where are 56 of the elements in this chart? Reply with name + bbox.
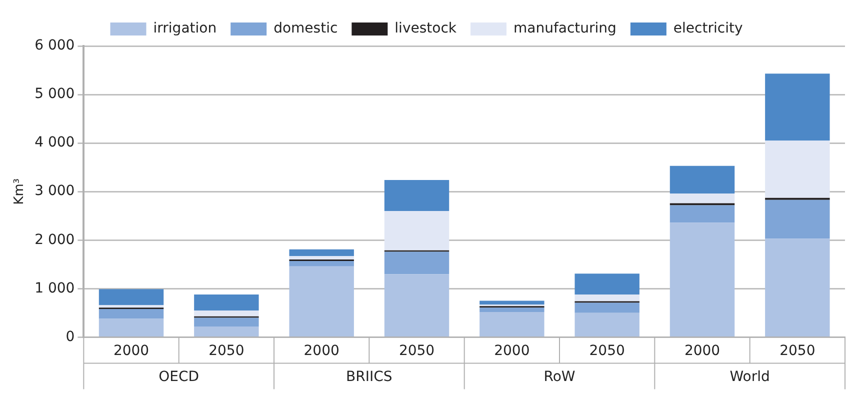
text: RoW <box>544 368 576 385</box>
legend-label: manufacturing <box>513 20 616 37</box>
bar <box>765 140 830 198</box>
bar <box>98 305 164 308</box>
text: World <box>730 368 770 385</box>
bar <box>98 318 164 336</box>
bar <box>194 326 259 336</box>
bar <box>670 166 735 194</box>
text: BRIICS <box>346 368 392 385</box>
bar <box>194 318 259 327</box>
y-axis-title: Km³ <box>12 178 28 205</box>
bar <box>384 252 450 274</box>
bar <box>194 294 259 311</box>
bar <box>670 205 735 223</box>
y-tick-label: 3 000 <box>34 183 75 200</box>
bar <box>480 312 544 336</box>
x-tick-label: 2000 <box>304 343 340 360</box>
x-tick-label: 2050 <box>780 343 816 360</box>
y-tick-label: 5 000 <box>34 86 75 102</box>
text: OECD <box>158 368 200 385</box>
bar <box>194 310 259 316</box>
bar <box>765 74 830 141</box>
bar <box>670 222 735 336</box>
bar <box>765 200 830 239</box>
y-tick-label: 0 <box>66 328 75 345</box>
legend-label: electricity <box>673 20 743 37</box>
x-tick-label: 2050 <box>589 343 625 360</box>
x-tick-label: 2000 <box>113 343 150 360</box>
y-tick-label: 1 000 <box>34 280 75 296</box>
bar <box>289 266 354 336</box>
bar <box>574 302 640 313</box>
bar <box>480 300 544 305</box>
bar <box>289 256 354 260</box>
bar <box>384 180 450 212</box>
x-tick-label: 2000 <box>494 343 530 360</box>
bar <box>98 289 164 306</box>
bar <box>98 309 164 319</box>
bar <box>574 274 640 294</box>
bar <box>574 312 640 336</box>
legend-label: irrigation <box>153 20 217 37</box>
bar <box>574 294 640 302</box>
x-tick-label: 2050 <box>398 343 435 360</box>
bar <box>384 274 450 336</box>
x-tick-label: 2000 <box>684 343 720 360</box>
bar <box>670 194 735 204</box>
x-tick-label: 2050 <box>208 343 244 360</box>
y-tick-label: 6 000 <box>34 38 75 54</box>
bar <box>384 211 450 250</box>
bar <box>289 261 354 266</box>
bar <box>289 249 354 256</box>
bar <box>765 238 830 336</box>
y-tick-label: 4 000 <box>34 134 75 151</box>
legend-label: domestic <box>274 20 338 37</box>
y-tick-label: 2 000 <box>34 232 75 248</box>
legend-label: livestock <box>394 20 458 37</box>
bar <box>480 308 544 312</box>
